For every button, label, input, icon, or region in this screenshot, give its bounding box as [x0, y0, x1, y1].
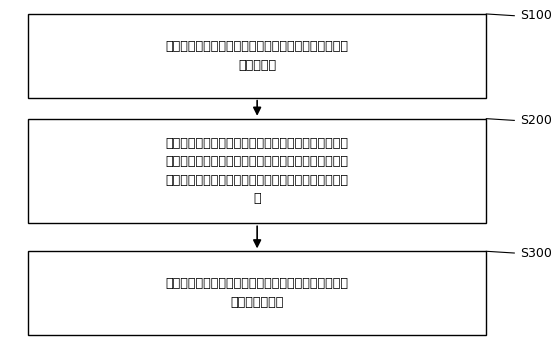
Text: S300: S300 [520, 246, 552, 260]
Text: S100: S100 [520, 9, 552, 22]
Bar [28, 14, 486, 98]
Bar [28, 251, 486, 335]
Text: 接收用户操作指令以输出的曝光电压和曝光时间对被测
物进行探伤曝光: 接收用户操作指令以输出的曝光电压和曝光时间对被测 物进行探伤曝光 [165, 277, 349, 309]
Text: 接收用户输入的探伤机与被测物距离参数和被测物厚度
参数，根据探伤机与被测物的距离参数和被测物的厚度
参数检索所述曝光曲线数据库、输出曝光电压和曝光时
间: 接收用户输入的探伤机与被测物距离参数和被测物厚度 参数，根据探伤机与被测物的距离… [165, 137, 349, 205]
Text: S200: S200 [520, 114, 552, 127]
Text: 在探伤机中存储不同金属材质的曝光曲线图，建立曝光
曲线数据库: 在探伤机中存储不同金属材质的曝光曲线图，建立曝光 曲线数据库 [165, 40, 349, 72]
Bar [28, 119, 486, 223]
